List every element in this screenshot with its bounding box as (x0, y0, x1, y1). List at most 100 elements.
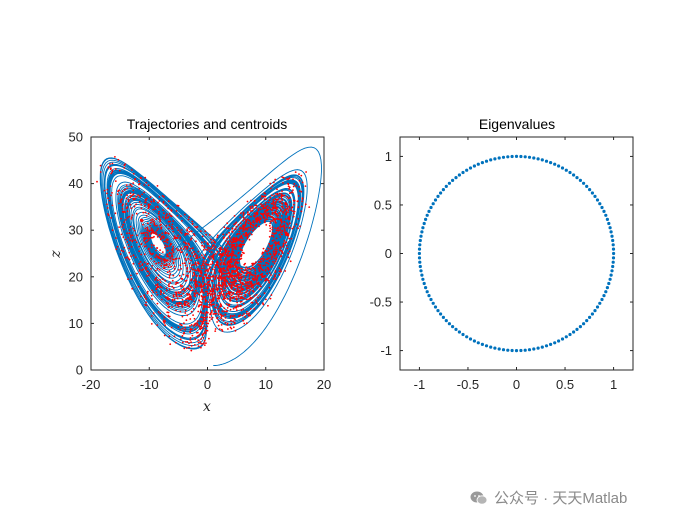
centroid-point (297, 227, 299, 230)
centroid-point (208, 337, 210, 340)
centroid-point (158, 215, 161, 218)
centroid-point (156, 236, 159, 238)
centroid-point (288, 215, 291, 218)
centroid-point (273, 211, 276, 214)
centroid-point (242, 271, 245, 274)
centroid-point (300, 205, 303, 208)
centroid-point (207, 322, 210, 325)
centroid-point (172, 295, 175, 298)
centroid-point (224, 289, 226, 292)
centroid-point (187, 233, 189, 235)
eigenvalue-point (595, 305, 600, 309)
centroid-point (143, 294, 146, 297)
centroid-point (287, 209, 290, 212)
centroid-point (132, 227, 135, 230)
centroid-point (293, 183, 296, 185)
centroid-point (144, 227, 147, 230)
centroid-point (261, 257, 264, 260)
centroid-point (250, 199, 252, 202)
eigenvalue-point (598, 301, 602, 305)
eigenvalue-point (427, 294, 431, 298)
centroid-point (147, 270, 150, 273)
centroid-point (279, 225, 282, 228)
centroid-point (171, 227, 173, 230)
centroid-point (260, 213, 263, 216)
centroid-point (160, 264, 163, 267)
centroid-point (217, 319, 220, 322)
eigenvalue-point (510, 348, 514, 353)
centroid-point (240, 300, 243, 303)
eigenvalue-point (480, 342, 484, 346)
centroid-point (123, 164, 126, 167)
centroid-point (202, 276, 205, 279)
centroid-point (159, 224, 162, 227)
centroid-point (301, 181, 304, 184)
centroid-point (125, 184, 128, 187)
eigenvalue-point (419, 234, 423, 238)
centroid-point (232, 278, 235, 280)
centroid-point (190, 289, 193, 292)
centroid-point (289, 192, 291, 195)
centroid-point (219, 269, 222, 271)
centroid-point (260, 273, 263, 276)
centroid-point (147, 248, 150, 251)
centroid-point (145, 301, 148, 304)
centroid-point (196, 323, 199, 326)
centroid-point (158, 268, 161, 271)
centroid-point (285, 244, 288, 247)
centroid-point (284, 218, 287, 220)
centroid-point (167, 220, 170, 223)
centroid-point (241, 270, 244, 273)
centroid-point (154, 208, 157, 211)
centroid-point (167, 306, 170, 309)
centroid-point (238, 233, 241, 235)
centroid-point (146, 280, 149, 283)
centroid-point (246, 218, 249, 221)
centroid-point (138, 180, 140, 183)
centroid-point (271, 226, 274, 229)
centroid-point (286, 247, 289, 250)
centroid-point (230, 261, 233, 264)
centroid-point (280, 220, 283, 223)
centroid-point (218, 305, 221, 308)
centroid-point (225, 254, 228, 257)
eigenvalue-point (497, 156, 501, 160)
centroid-point (120, 198, 123, 201)
centroid-point (216, 236, 219, 239)
centroid-point (183, 322, 185, 324)
centroid-point (184, 326, 187, 329)
centroid-point (298, 190, 301, 192)
centroid-point (224, 284, 227, 287)
centroid-point (206, 311, 209, 314)
centroid-point (235, 233, 238, 236)
centroid-point (111, 162, 114, 165)
centroid-point (239, 222, 242, 225)
centroid-point (196, 320, 199, 322)
centroid-point (261, 268, 264, 271)
centroid-point (145, 197, 148, 200)
centroid-point (138, 201, 141, 203)
centroid-point (217, 294, 220, 297)
centroid-point (190, 345, 193, 347)
centroid-point (234, 278, 236, 280)
centroid-point (267, 279, 270, 282)
centroid-point (308, 206, 311, 209)
centroid-point (236, 304, 239, 306)
centroid-point (156, 267, 159, 270)
eigenvalue-point (439, 191, 443, 195)
centroid-point (227, 247, 229, 249)
eigenvalue-point (425, 290, 429, 294)
centroid-point (206, 285, 209, 288)
centroid-point (151, 218, 154, 221)
centroid-point (246, 229, 249, 231)
centroid-point (155, 284, 157, 287)
centroid-point (181, 285, 184, 287)
centroid-point (267, 263, 270, 265)
centroid-point (241, 289, 244, 291)
centroid-point (150, 231, 153, 234)
centroid-point (167, 207, 170, 210)
centroid-point (156, 185, 159, 187)
centroid-point (212, 290, 215, 293)
centroid-point (200, 267, 203, 270)
centroid-point (205, 233, 208, 236)
